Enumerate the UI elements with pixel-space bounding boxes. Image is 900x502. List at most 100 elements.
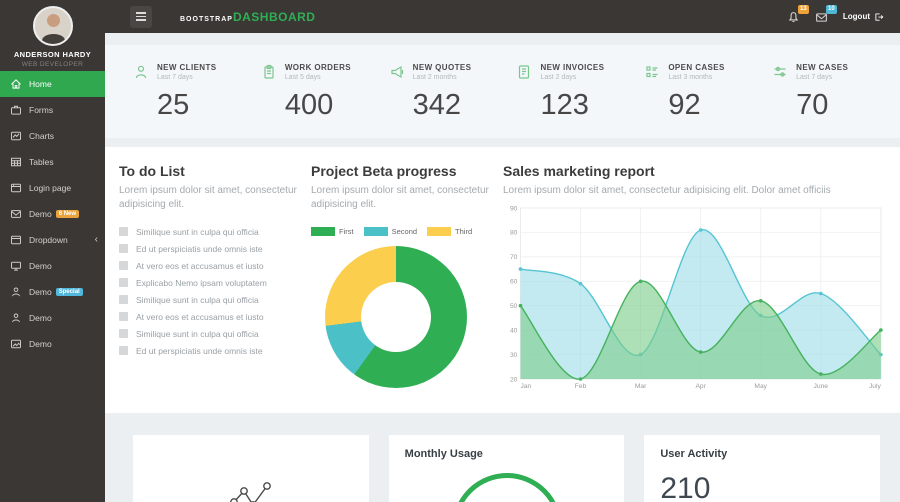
todo-title: To do List	[119, 163, 297, 179]
table-icon	[10, 156, 22, 168]
checkbox[interactable]	[119, 312, 128, 321]
stat-label: NEW CLIENTS	[157, 63, 217, 72]
todo-item[interactable]: Similique sunt in culpa qui officia	[119, 291, 297, 308]
todo-item[interactable]: At vero eos et accusamus et iusto	[119, 308, 297, 325]
user-icon	[133, 64, 149, 80]
sidebar-item-label: Forms	[29, 105, 53, 115]
sidebar-item-demo-2[interactable]: Demo	[0, 253, 105, 279]
checkbox[interactable]	[119, 346, 128, 355]
user-icon	[10, 286, 22, 298]
sidebar: ANDERSON HARDY WEB DEVELOPER Home Forms …	[0, 0, 105, 502]
svg-text:90: 90	[510, 205, 518, 212]
todo-label: Ed ut perspiciatis unde omnis iste	[136, 244, 263, 254]
sidebar-item-label: Demo	[29, 287, 52, 297]
image-icon	[10, 338, 22, 350]
stat-value: 92	[668, 89, 758, 122]
checkbox[interactable]	[119, 227, 128, 236]
sidebar-item-tables[interactable]: Tables	[0, 149, 105, 175]
sidebar-item-login-page[interactable]: Login page	[0, 175, 105, 201]
svg-text:Mar: Mar	[635, 383, 647, 390]
todo-item[interactable]: Similique sunt in culpa qui officia	[119, 223, 297, 240]
svg-text:May: May	[754, 383, 767, 390]
stat-label: NEW INVOICES	[540, 63, 604, 72]
stat-label: OPEN CASES	[668, 63, 724, 72]
logout-button[interactable]: Logout	[843, 12, 884, 22]
sidebar-item-label: Demo	[29, 261, 52, 271]
todo-item[interactable]: Ed ut perspiciatis unde omnis iste	[119, 240, 297, 257]
donut-hole	[361, 282, 431, 352]
sidebar-item-demo-1[interactable]: Demo 6 New	[0, 201, 105, 227]
browser-icon	[10, 182, 22, 194]
sidebar-item-charts[interactable]: Charts	[0, 123, 105, 149]
todo-section: To do List Lorem ipsum dolor sit amet, c…	[119, 163, 297, 397]
todo-label: Similique sunt in culpa qui officia	[136, 329, 259, 339]
monthly-usage-title: Monthly Usage	[405, 448, 609, 460]
todo-label: Similique sunt in culpa qui officia	[136, 227, 259, 237]
stats-band: NEW CLIENTS Last 7 days 25 WORK ORDERS L…	[105, 45, 900, 138]
dashboard-panel: To do List Lorem ipsum dolor sit amet, c…	[105, 147, 900, 413]
stat-new-clients: NEW CLIENTS Last 7 days 25	[119, 63, 247, 122]
donut-legend: First Second Third	[311, 227, 489, 236]
todo-label: At vero eos et accusamus et iusto	[136, 261, 264, 271]
bottom-cards-row: Monthly Usage User Activity 210	[133, 435, 880, 502]
sidebar-item-label: Demo	[29, 313, 52, 323]
legend-swatch-first	[311, 227, 335, 236]
svg-text:70: 70	[510, 254, 518, 261]
usage-gauge	[452, 473, 562, 502]
checkbox[interactable]	[119, 244, 128, 253]
todo-label: Ed ut perspiciatis unde omnis iste	[136, 346, 263, 356]
messages-button[interactable]: 10	[815, 10, 831, 24]
sidebar-item-demo-4[interactable]: Demo	[0, 305, 105, 331]
checkbox[interactable]	[119, 295, 128, 304]
sparkline-wrap	[149, 448, 353, 502]
profile-section: ANDERSON HARDY WEB DEVELOPER	[0, 0, 105, 67]
legend-swatch-second	[364, 227, 388, 236]
stat-label: WORK ORDERS	[285, 63, 351, 72]
sparkline-icon	[228, 478, 274, 502]
sidebar-item-demo-5[interactable]: Demo	[0, 331, 105, 357]
svg-text:40: 40	[510, 327, 518, 334]
sidebar-item-demo-3[interactable]: Demo Special	[0, 279, 105, 305]
checklist-icon	[644, 64, 660, 80]
profile-role: WEB DEVELOPER	[0, 61, 105, 68]
stat-value: 25	[157, 89, 247, 122]
svg-text:20: 20	[510, 376, 518, 383]
stat-new-invoices: NEW INVOICES Last 2 days 123	[502, 63, 630, 122]
sidebar-item-label: Tables	[29, 157, 54, 167]
top-navbar: BOOTSTRAPDASHBOARD 13 10 Logout	[105, 0, 900, 33]
stat-label: NEW QUOTES	[413, 63, 472, 72]
sliders-icon	[772, 64, 788, 80]
menu-toggle-button[interactable]	[130, 6, 152, 28]
todo-item[interactable]: Explicabo Nemo ipsam voluptatem	[119, 274, 297, 291]
project-title: Project Beta progress	[311, 163, 489, 179]
todo-label: At vero eos et accusamus et iusto	[136, 312, 264, 322]
monthly-usage-card: Monthly Usage	[389, 435, 625, 502]
area-chart: 2030405060708090JanFebMarAprMayJuneJuly	[503, 202, 886, 394]
todo-list: Similique sunt in culpa qui officia Ed u…	[119, 223, 297, 359]
sidebar-item-home[interactable]: Home	[0, 71, 105, 97]
checkbox[interactable]	[119, 261, 128, 270]
notifications-button[interactable]: 13	[787, 10, 803, 24]
legend-label-first: First	[339, 227, 354, 236]
donut-chart	[325, 246, 467, 388]
checkbox[interactable]	[119, 278, 128, 287]
todo-label: Explicabo Nemo ipsam voluptatem	[136, 278, 267, 288]
megaphone-icon	[389, 64, 405, 80]
sidebar-item-forms[interactable]: Forms	[0, 97, 105, 123]
sidebar-item-label: Home	[29, 79, 52, 89]
todo-item[interactable]: Similique sunt in culpa qui officia	[119, 325, 297, 342]
svg-text:Apr: Apr	[695, 383, 706, 390]
chevron-left-icon: ‹	[95, 235, 98, 245]
stat-sublabel: Last 2 days	[540, 74, 604, 81]
checkbox[interactable]	[119, 329, 128, 338]
sidebar-item-label: Demo	[29, 339, 52, 349]
sales-title: Sales marketing report	[503, 163, 886, 179]
user-activity-title: User Activity	[660, 448, 864, 460]
new-badge: 6 New	[56, 210, 79, 218]
todo-item[interactable]: Ed ut perspiciatis unde omnis iste	[119, 342, 297, 359]
todo-item[interactable]: At vero eos et accusamus et iusto	[119, 257, 297, 274]
legend-label-second: Second	[392, 227, 417, 236]
navbar-actions: 13 10 Logout	[787, 10, 900, 24]
svg-text:Feb: Feb	[575, 383, 587, 390]
sidebar-item-dropdown[interactable]: Dropdown ‹	[0, 227, 105, 253]
